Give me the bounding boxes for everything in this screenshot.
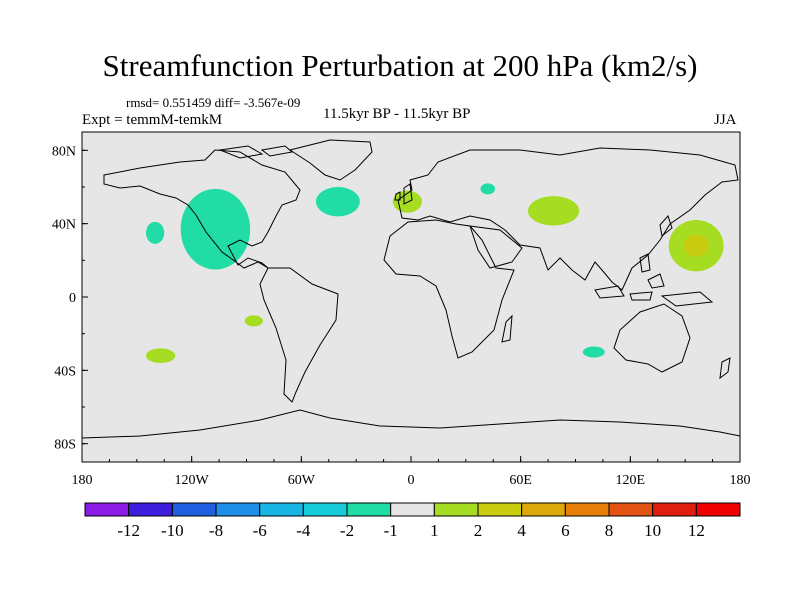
madagascar-coast	[501, 314, 513, 343]
anomaly-south-pacific	[145, 348, 176, 363]
australia-coast	[613, 303, 691, 373]
colorbar: -12 -10 -8 -6 -4 -2 -1 1 2 4 6 8 10 12	[84, 502, 741, 540]
anomaly-southeast-indian-ocean	[582, 346, 605, 358]
south-america-coast	[259, 267, 339, 403]
philippines-coast	[639, 253, 651, 273]
x-tick-label: 60E	[509, 473, 532, 488]
x-tick-label: 180	[72, 473, 93, 488]
y-tick-label: 0	[69, 291, 76, 306]
x-tick-label: 120E	[616, 473, 646, 488]
map-background	[82, 132, 740, 462]
anomaly-northwest-pacific-core	[683, 234, 709, 257]
x-axis: 180 120W 60W 0 60E 120E 180	[72, 456, 751, 488]
colorbar-swatch	[302, 502, 348, 517]
season-label: JJA	[714, 112, 737, 128]
north-america-coast	[103, 149, 301, 269]
colorbar-label: -4	[296, 521, 311, 540]
x-tick-label: 0	[408, 473, 415, 488]
colorbar-swatch	[171, 502, 217, 517]
anomaly-north-atlantic	[315, 187, 360, 217]
arctic-islands	[218, 145, 294, 159]
colorbar-label: -8	[209, 521, 223, 540]
colorbar-swatch	[477, 502, 523, 517]
british-isles-coast	[394, 183, 413, 205]
anomaly-layer	[145, 183, 724, 363]
y-tick-label: 40S	[54, 364, 76, 379]
x-tick-label: 120W	[175, 473, 210, 488]
y-tick-label: 80S	[54, 438, 76, 453]
colorbar-label: 1	[430, 521, 439, 540]
colorbar-swatch	[128, 502, 173, 517]
anomaly-eastern-europe	[480, 183, 496, 195]
colorbar-swatch	[84, 502, 130, 517]
colorbar-label: -1	[384, 521, 398, 540]
colorbar-swatch	[346, 502, 392, 517]
anomaly-central-asia	[527, 196, 580, 226]
period-label: 11.5kyr BP - 11.5kyr BP	[323, 106, 471, 122]
japan-coast	[659, 215, 673, 237]
stats-label: rmsd= 0.551459 diff= -3.567e-09	[126, 95, 301, 110]
anomaly-northeast-pacific	[145, 221, 165, 244]
antarctica-coast	[81, 409, 741, 439]
experiment-label: Expt = temmM-temkM	[82, 112, 223, 128]
indonesia-coast	[594, 273, 714, 307]
colorbar-swatch	[564, 502, 610, 517]
x-tick-label: 180	[730, 473, 751, 488]
eurasia-coast	[397, 147, 739, 291]
colorbar-swatch	[433, 502, 479, 517]
africa-coast	[383, 219, 515, 359]
colorbar-swatch	[608, 502, 654, 517]
colorbar-swatch	[652, 502, 697, 517]
colorbar-swatch	[215, 502, 261, 517]
arabia-coast	[469, 225, 523, 269]
new-zealand-coast	[719, 357, 731, 380]
colorbar-label: -12	[117, 521, 140, 540]
colorbar-label: 12	[688, 521, 705, 540]
coastlines	[81, 139, 741, 439]
colorbar-label: 10	[644, 521, 661, 540]
colorbar-swatch	[521, 502, 566, 517]
x-tick-label: 60W	[288, 473, 316, 488]
y-tick-label: 80N	[52, 144, 76, 159]
colorbar-label: -10	[161, 521, 184, 540]
colorbar-label: -2	[340, 521, 354, 540]
anomaly-eastern-tropical-pacific	[244, 315, 263, 327]
colorbar-label: 4	[517, 521, 526, 540]
anomaly-north-america	[180, 188, 251, 270]
colorbar-swatch	[259, 502, 304, 517]
colorbar-swatch	[695, 502, 741, 517]
colorbar-label: 8	[605, 521, 614, 540]
colorbar-swatch	[390, 502, 435, 517]
y-tick-label: 40N	[52, 218, 76, 233]
greenland-coast	[288, 139, 373, 181]
colorbar-label: 2	[474, 521, 483, 540]
colorbar-label: -6	[253, 521, 267, 540]
colorbar-label: 6	[561, 521, 570, 540]
chart-title: Streamfunction Perturbation at 200 hPa (…	[102, 48, 698, 83]
y-axis: 80N 40N 0 40S 80S	[52, 144, 88, 453]
